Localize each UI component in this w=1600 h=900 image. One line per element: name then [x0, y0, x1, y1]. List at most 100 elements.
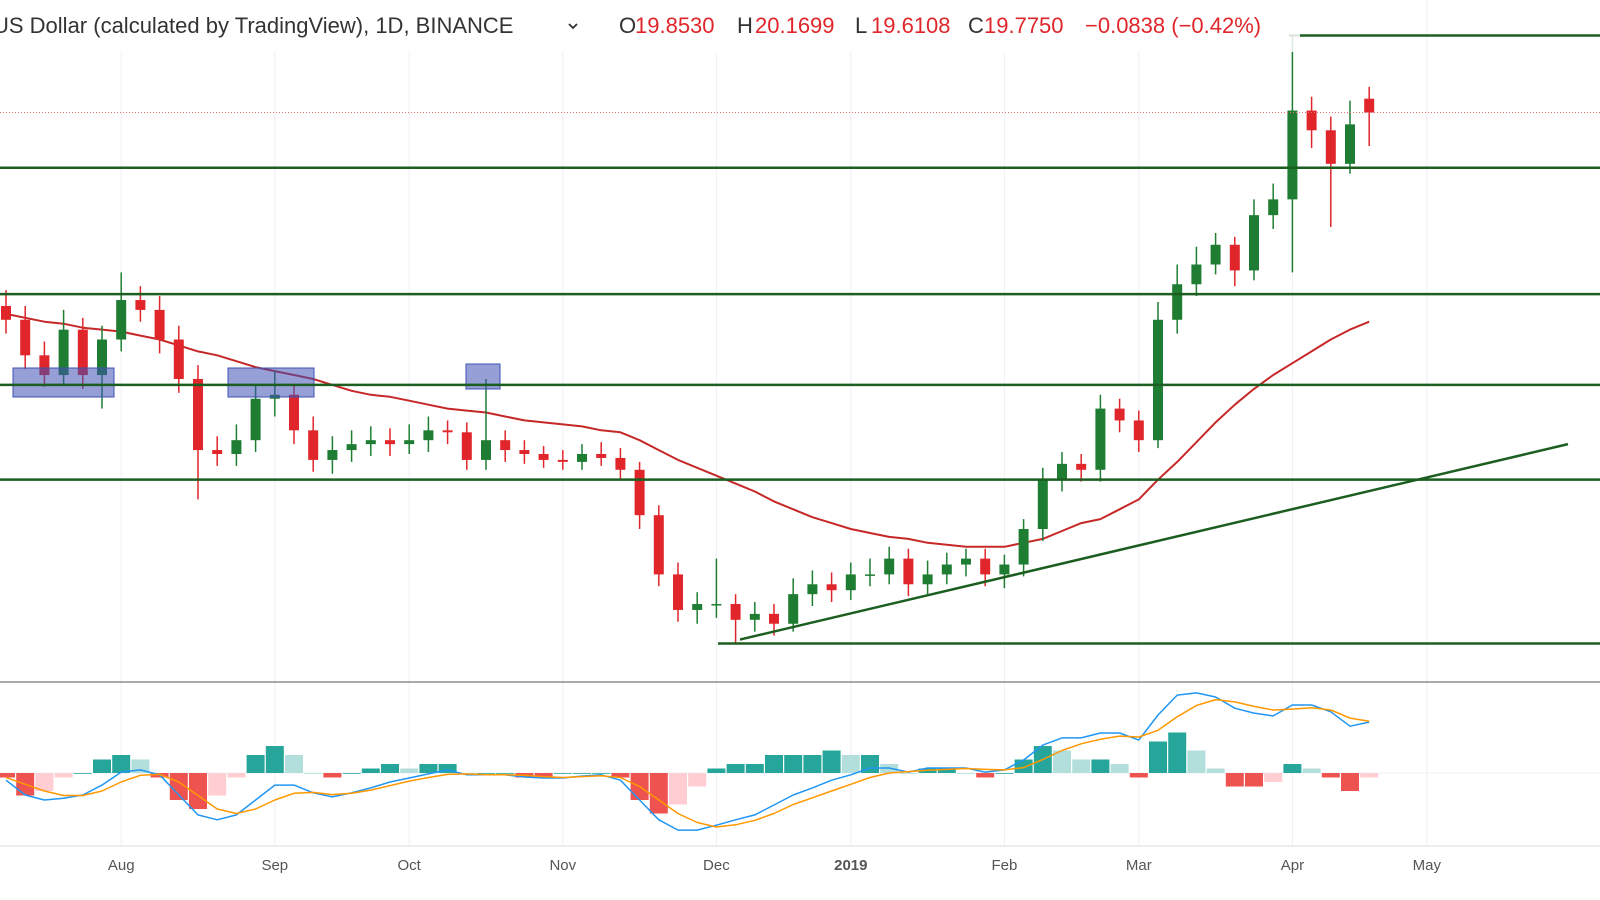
- candle-body: [865, 574, 875, 576]
- range-box: [12, 367, 115, 398]
- change: −0.0838 (−0.42%): [1085, 13, 1261, 38]
- histogram-bar: [937, 768, 956, 773]
- candle-body: [634, 469, 645, 516]
- candle-body: [1210, 244, 1221, 265]
- candle-body: [596, 454, 607, 458]
- candle-body: [442, 430, 453, 433]
- candle-body: [673, 574, 683, 610]
- histogram-bar: [592, 773, 611, 774]
- histogram-bar: [784, 755, 803, 773]
- candle-body: [1325, 130, 1336, 164]
- candle-body: [1114, 408, 1125, 421]
- histogram-bar: [553, 773, 572, 774]
- header-bg: [0, 0, 1300, 52]
- candle-body: [135, 300, 146, 310]
- candle-body: [20, 319, 31, 356]
- candle-body: [500, 440, 511, 451]
- candle-body: [826, 584, 837, 591]
- candle-body: [97, 339, 107, 376]
- histogram-bar: [1187, 750, 1206, 773]
- histogram-bar: [419, 764, 438, 773]
- histogram-bar: [1360, 773, 1379, 778]
- candle-body: [1229, 244, 1240, 271]
- x-tick-label: Apr: [1281, 857, 1304, 874]
- histogram-bar: [381, 764, 399, 773]
- candle-body: [1153, 319, 1163, 441]
- candle-body: [749, 613, 760, 620]
- ohlc-value: 19.7750: [984, 13, 1064, 38]
- candle-body: [941, 564, 952, 575]
- x-tick-label: Nov: [549, 857, 576, 874]
- histogram-bar: [35, 773, 54, 791]
- x-tick-label: Oct: [398, 857, 422, 874]
- histogram-bar: [1168, 732, 1187, 773]
- candle-body: [77, 329, 88, 376]
- ohlc-label: C: [968, 13, 984, 38]
- candle-body: [807, 584, 818, 595]
- candle-body: [1133, 420, 1144, 441]
- histogram-bar: [0, 773, 15, 778]
- histogram-bar: [323, 773, 342, 778]
- candle-body: [692, 604, 703, 610]
- candle-body: [231, 440, 242, 454]
- ohlc-legend: O19.8530 H 20.1699 L 19.6108 C 19.7750 −0.0838 …: [619, 13, 1261, 38]
- candle-body: [1, 305, 11, 320]
- range-box: [227, 367, 315, 398]
- ohlc-value: 19.8530: [635, 13, 715, 38]
- candle-body: [461, 432, 472, 460]
- x-tick-label: May: [1413, 857, 1442, 874]
- candle-body: [922, 574, 933, 585]
- drawings: [0, 34, 1600, 645]
- histogram-bar: [1321, 773, 1340, 778]
- histogram-bar: [1014, 759, 1033, 773]
- x-tick-label: Dec: [703, 857, 730, 874]
- symbol-chevron[interactable]: [568, 23, 578, 30]
- candle-body: [999, 564, 1010, 575]
- histogram-bar: [765, 755, 783, 773]
- x-tick-label: 2019: [834, 857, 867, 874]
- histogram-bar: [745, 764, 764, 773]
- candle-body: [58, 329, 69, 376]
- histogram-bar: [1264, 773, 1283, 782]
- ohlc-value: 19.6108: [871, 13, 951, 38]
- histogram-bar: [496, 773, 515, 774]
- candle-body: [39, 355, 50, 376]
- candle-body: [1345, 124, 1355, 164]
- histogram-bar: [438, 764, 457, 773]
- histogram-bar: [285, 755, 303, 773]
- histogram-bar: [1149, 741, 1167, 773]
- histogram-bar: [1302, 768, 1321, 773]
- histogram-bar: [1072, 759, 1091, 773]
- candle-body: [1364, 98, 1375, 113]
- symbol-title[interactable]: US Dollar (calculated by TradingView), 1…: [0, 13, 513, 38]
- candle-body: [423, 430, 434, 441]
- histogram-bar: [112, 755, 131, 773]
- histogram-bar: [573, 773, 591, 774]
- histogram-bar: [342, 773, 361, 774]
- candle-body: [1018, 529, 1029, 565]
- candle-body: [653, 515, 664, 575]
- histogram-bar: [93, 759, 111, 773]
- histogram-bar: [400, 768, 419, 773]
- candle-body: [845, 574, 856, 591]
- candle-body: [538, 454, 549, 460]
- candle-body: [1076, 463, 1087, 470]
- histogram-bar: [995, 773, 1014, 774]
- histogram-bar: [611, 773, 630, 778]
- candle-body: [1057, 463, 1067, 480]
- histogram-bar: [669, 773, 687, 805]
- candle-body: [154, 309, 165, 340]
- histogram-bar: [976, 773, 995, 778]
- histogram-bar: [1206, 768, 1225, 773]
- ohlc-value: 20.1699: [755, 13, 835, 38]
- candle-body: [615, 457, 626, 470]
- candle-body: [769, 613, 779, 624]
- candle-body: [577, 454, 587, 462]
- histogram-bar: [131, 759, 150, 773]
- histogram-bar: [54, 773, 73, 778]
- candle-body: [289, 394, 299, 431]
- histogram-bar: [1129, 773, 1148, 778]
- histogram-bar: [1283, 764, 1302, 773]
- candle-body: [173, 339, 184, 379]
